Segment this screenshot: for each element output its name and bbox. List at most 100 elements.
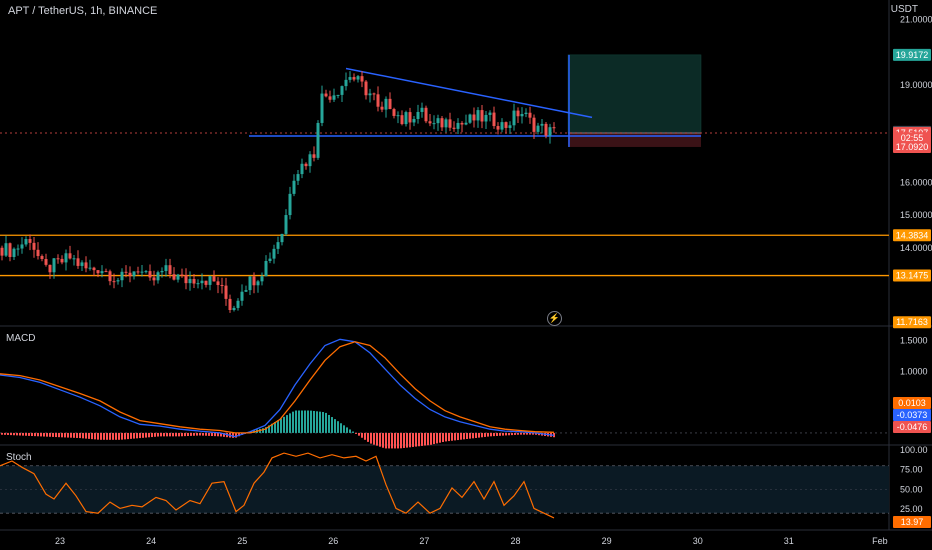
macd-histogram-bar <box>328 414 330 433</box>
price-tick: 14.0000 <box>900 243 932 253</box>
candle-body <box>500 122 504 130</box>
candle-body <box>316 122 320 158</box>
macd-histogram-bar <box>205 432 207 436</box>
macd-histogram-bar <box>487 432 489 437</box>
candle-body <box>552 127 556 129</box>
time-tick: 25 <box>237 536 247 546</box>
symbol-title[interactable]: APT / TetherUS, 1h, BINANCE <box>8 5 158 17</box>
macd-histogram-bar <box>334 419 336 433</box>
macd-histogram-bar <box>316 411 318 433</box>
candle-body <box>432 123 436 125</box>
candle-body <box>32 242 36 250</box>
macd-histogram-bar <box>58 432 60 438</box>
candle-body <box>364 81 368 96</box>
macd-histogram-bar <box>268 425 270 433</box>
candle-body <box>304 163 308 167</box>
macd-histogram-bar <box>82 432 84 439</box>
macd-histogram-bar <box>262 428 264 433</box>
time-tick: 27 <box>419 536 429 546</box>
macd-histogram-bar <box>508 432 510 436</box>
macd-value-label: -0.0373 <box>897 410 928 420</box>
lightning-icon[interactable]: ⚡ <box>547 311 562 326</box>
descending-trendline <box>345 67 593 119</box>
candle-body <box>356 76 360 80</box>
candle-body <box>40 256 44 260</box>
stoch-value-label: 13.97 <box>901 517 924 527</box>
macd-histogram-bar <box>238 432 240 437</box>
candle-body <box>396 115 400 117</box>
macd-histogram-bar <box>430 432 432 445</box>
currency-label[interactable]: USDT <box>890 4 918 15</box>
candle-body <box>120 271 124 281</box>
candle-body <box>380 106 384 110</box>
candle-body <box>12 248 16 257</box>
candle-body <box>504 122 508 128</box>
candle-body <box>116 280 120 282</box>
macd-histogram-bar <box>448 432 450 442</box>
candle-body <box>108 271 112 282</box>
candle-body <box>24 239 28 245</box>
candle-body <box>388 98 392 110</box>
candle-body <box>324 93 328 97</box>
stoch-value-label-bg <box>893 515 931 528</box>
candle-body <box>540 123 544 126</box>
candle-body <box>68 253 72 259</box>
candle-body <box>188 278 192 284</box>
macd-histogram-bar <box>457 432 459 441</box>
macd-histogram-bar <box>454 432 456 441</box>
price-label-bg <box>893 316 931 329</box>
macd-histogram-bar <box>220 432 222 437</box>
macd-histogram-bar <box>67 432 69 438</box>
macd-histogram-bar <box>517 432 519 435</box>
macd-histogram-bar <box>232 432 234 438</box>
candle-body <box>496 126 500 130</box>
candle-body <box>376 94 380 107</box>
macd-histogram-bar <box>223 432 225 437</box>
macd-histogram-bar <box>34 432 36 437</box>
macd-value-label: 0.0103 <box>898 398 926 408</box>
time-tick: 23 <box>55 536 65 546</box>
macd-histogram-bar <box>73 432 75 438</box>
stoch-tick: 50.00 <box>900 484 923 494</box>
macd-histogram-bar <box>43 432 45 437</box>
candle-body <box>536 125 540 132</box>
candle-body <box>164 265 168 272</box>
candle-body <box>492 112 496 127</box>
candle-body <box>156 272 160 281</box>
candle-body <box>308 154 312 167</box>
macd-histogram-bar <box>1 432 3 435</box>
candle-body <box>436 118 440 124</box>
candle-body <box>160 271 164 273</box>
macd-histogram-bar <box>523 432 525 435</box>
macd-histogram-bar <box>25 432 27 436</box>
candle-body <box>56 258 60 260</box>
candle-body <box>548 127 552 136</box>
macd-histogram-bar <box>424 432 426 446</box>
macd-histogram-bar <box>397 432 399 449</box>
macd-histogram-bar <box>85 432 87 439</box>
macd-histogram-bar <box>511 432 513 436</box>
price-tick: 15.0000 <box>900 210 932 220</box>
macd-histogram-bar <box>367 432 369 442</box>
candle-body <box>420 107 424 112</box>
macd-histogram-bar <box>22 432 24 436</box>
price-tick: 19.0000 <box>900 80 932 90</box>
candle-body <box>52 258 56 273</box>
macd-histogram-bar <box>469 432 471 439</box>
macd-histogram-bar <box>289 413 291 433</box>
candle-body <box>372 93 376 95</box>
candle-body <box>444 119 448 128</box>
level-label: 13.1475 <box>896 271 929 281</box>
stoch-tick: 75.00 <box>900 465 923 475</box>
macd-histogram-bar <box>265 427 267 433</box>
macd-histogram-bar <box>169 432 171 437</box>
candle-body <box>528 112 532 118</box>
macd-histogram-bar <box>385 432 387 449</box>
macd-histogram-bar <box>319 411 321 433</box>
candle-body <box>128 272 132 277</box>
candle-body <box>96 270 100 274</box>
macd-histogram-bar <box>274 421 276 433</box>
macd-histogram-bar <box>19 432 21 436</box>
macd-histogram-bar <box>286 415 288 433</box>
